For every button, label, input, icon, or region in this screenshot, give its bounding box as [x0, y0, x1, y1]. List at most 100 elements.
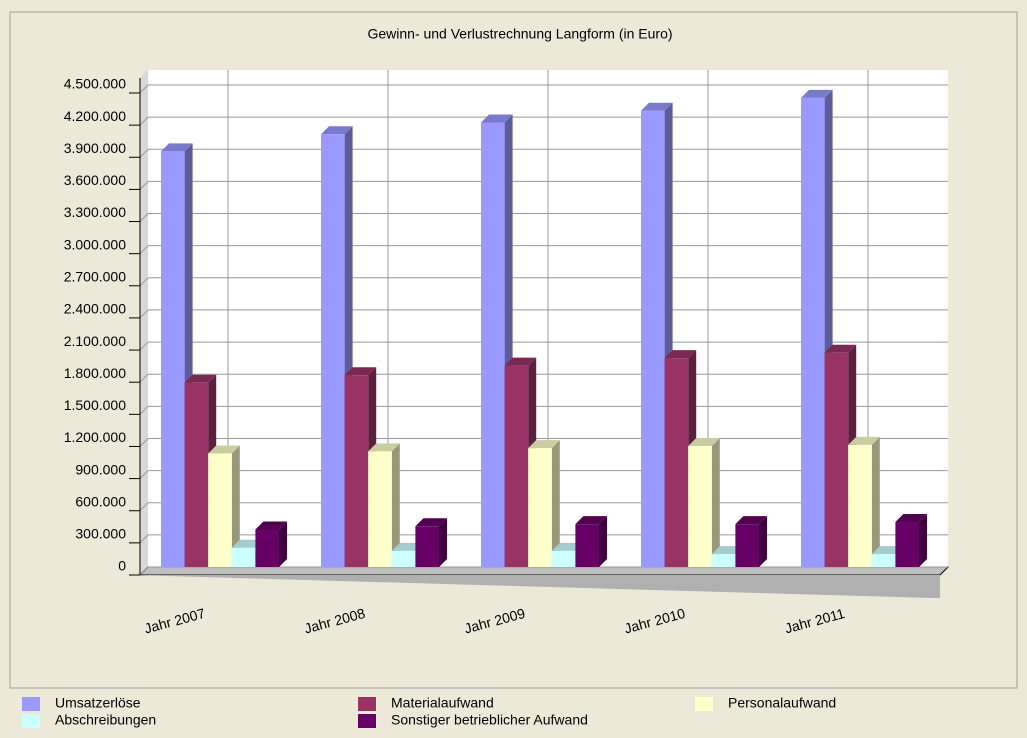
bar-side: [279, 521, 287, 567]
bar: [801, 97, 825, 567]
bar: [528, 448, 552, 567]
bar-top: [504, 357, 537, 366]
grid-line-side: [139, 534, 149, 544]
y-tick-label: 3.900.000: [64, 140, 126, 156]
bar: [481, 122, 505, 567]
y-tick-label: 3.600.000: [64, 172, 126, 188]
y-tick-label: 1.200.000: [64, 429, 126, 445]
bar-side: [599, 516, 607, 567]
bar-top: [415, 518, 447, 527]
grid-line-side: [139, 245, 149, 255]
chart-title: Gewinn- und Verlustrechnung Langform (in…: [367, 26, 672, 42]
grid-line-side: [139, 341, 149, 351]
y-tick-label: 300.000: [75, 526, 126, 542]
y-tick-label: 0: [118, 558, 126, 574]
grid-line-side: [139, 438, 149, 447]
grid-line-side: [139, 148, 149, 158]
legend-label: Sonstiger betrieblicher Aufwand: [391, 712, 588, 728]
bar-top: [368, 443, 400, 452]
bar: [231, 547, 256, 567]
grid-line-side: [139, 566, 149, 576]
grid-line-side: [139, 373, 149, 383]
y-tick-label: 3.000.000: [64, 236, 126, 252]
bar-top: [688, 437, 720, 446]
bar-top: [664, 350, 697, 359]
y-tick-label: 1.800.000: [64, 365, 126, 381]
bar-side: [871, 436, 880, 567]
bar-side: [391, 443, 400, 567]
bar: [391, 550, 416, 567]
grid-line-side: [139, 116, 149, 126]
grid-line-side: [139, 213, 149, 222]
legend-swatch: [358, 714, 376, 728]
bar-top: [735, 516, 767, 525]
legend-label: Personalaufwand: [728, 695, 836, 711]
legend-label: Abschreibungen: [55, 712, 156, 728]
legend-swatch: [695, 697, 713, 711]
bar-top: [848, 436, 880, 445]
y-tick-label: 4.200.000: [64, 108, 126, 124]
bar-top: [895, 514, 927, 523]
y-tick-label: 3.300.000: [64, 204, 126, 220]
y-tick-label: 600.000: [75, 493, 126, 509]
bar: [895, 522, 919, 567]
bar-top: [801, 89, 833, 98]
bar: [575, 524, 599, 567]
y-tick-label: 2.700.000: [64, 269, 126, 285]
bar: [161, 151, 185, 568]
bar: [208, 453, 232, 567]
plot-side-wall: [140, 70, 148, 575]
y-tick-label: 1.500.000: [64, 397, 126, 413]
bar-side: [919, 514, 927, 567]
bar-top: [528, 440, 560, 449]
legend-label: Materialaufwand: [391, 695, 494, 711]
y-tick-label: 2.400.000: [64, 301, 126, 317]
y-tick-label: 2.100.000: [64, 333, 126, 349]
grid-line-side: [139, 405, 149, 415]
grid-line-side: [139, 181, 149, 190]
bar-side: [231, 445, 240, 567]
bar: [504, 365, 529, 567]
bar: [688, 445, 712, 567]
bar: [321, 134, 345, 567]
legend-swatch: [22, 714, 40, 728]
bar-top: [641, 102, 673, 111]
bar-top: [255, 521, 287, 530]
grid-line-side: [139, 502, 149, 512]
bar: [415, 526, 439, 567]
bar: [848, 444, 872, 567]
legend-swatch: [358, 697, 376, 711]
bar: [641, 110, 665, 567]
bar: [551, 550, 576, 567]
y-tick-label: 900.000: [75, 461, 126, 477]
bar: [711, 554, 736, 567]
bar: [824, 352, 849, 567]
grid-line-side: [139, 277, 149, 287]
grid-line-side: [139, 470, 149, 479]
bar-side: [439, 518, 447, 567]
bar-top: [824, 344, 857, 353]
bar-top: [161, 143, 193, 152]
bar: [255, 529, 279, 567]
bar: [871, 554, 896, 567]
bar-top: [481, 114, 513, 123]
grid-line-side: [139, 309, 149, 319]
bar: [368, 451, 392, 567]
plot-floor: [138, 566, 950, 576]
plot-floor-edge: [132, 575, 940, 598]
legend-label: Umsatzerlöse: [55, 695, 141, 711]
bar-top: [321, 126, 353, 135]
y-tick-label: 4.500.000: [64, 76, 126, 92]
grid-line-side: [139, 84, 149, 94]
bar-top: [208, 445, 240, 454]
bar-top: [344, 367, 377, 376]
bar: [735, 524, 759, 567]
legend-swatch: [22, 697, 40, 711]
bar-top: [184, 374, 217, 383]
bar: [184, 382, 209, 567]
bar: [344, 375, 369, 567]
bar-side: [711, 437, 720, 567]
bar-side: [551, 440, 560, 567]
